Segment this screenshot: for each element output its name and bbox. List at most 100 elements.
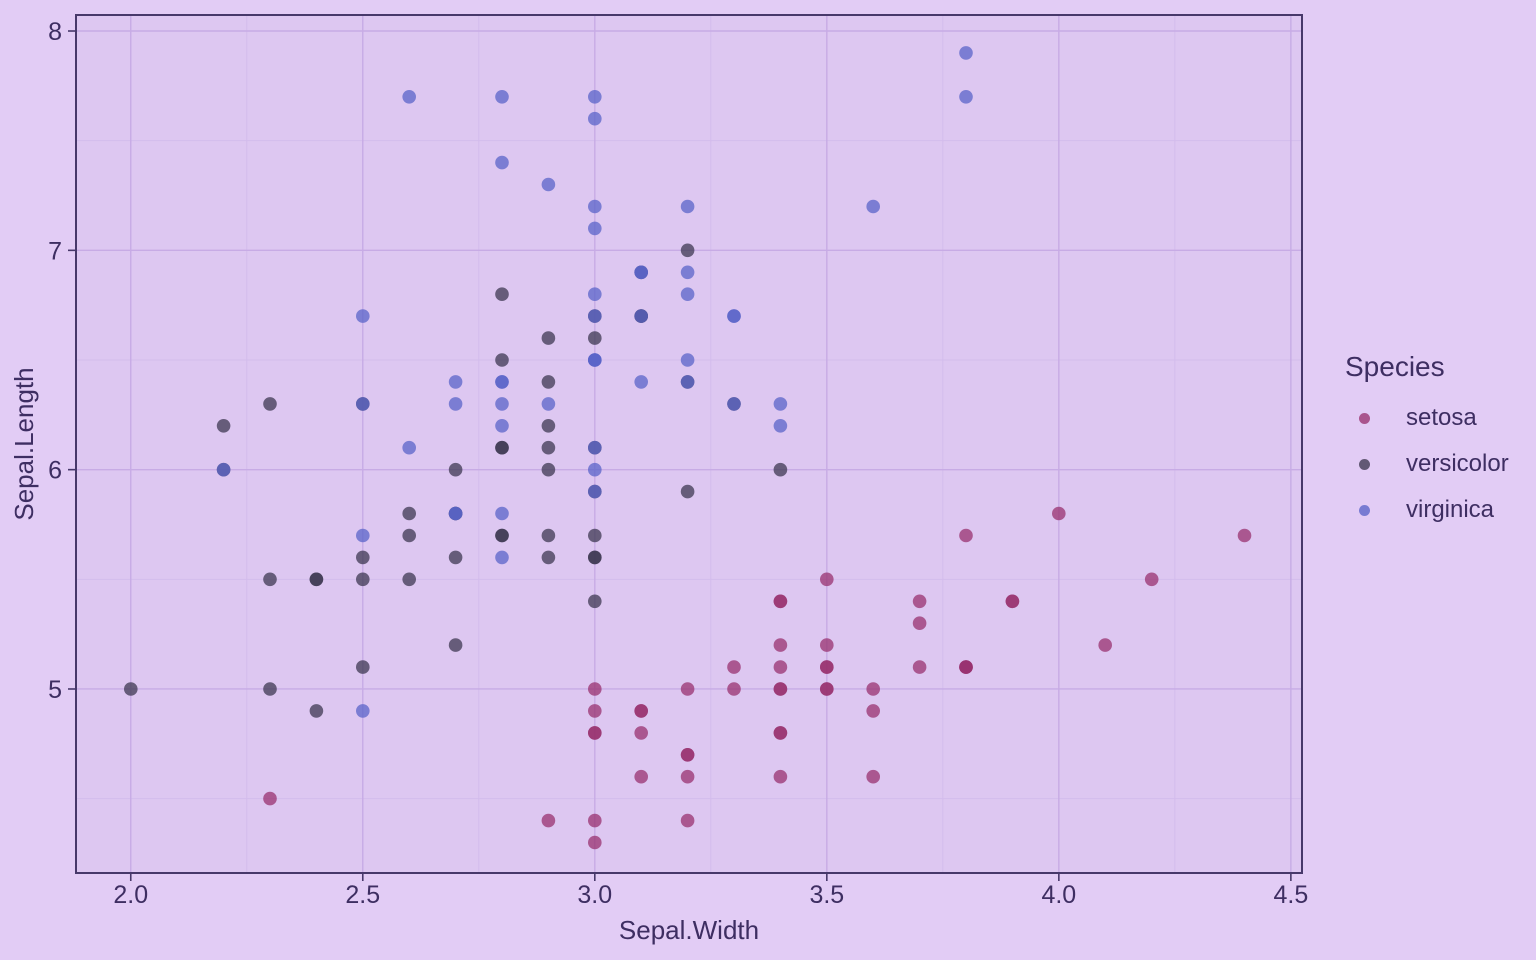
data-point-setosa [866, 769, 880, 784]
data-point-virginica [495, 90, 509, 104]
data-point-virginica [680, 353, 695, 367]
series-virginica [216, 46, 973, 718]
data-point-setosa [588, 726, 602, 740]
points-layer [124, 46, 1252, 850]
data-point-versicolor [495, 353, 509, 367]
data-point-setosa [820, 638, 834, 652]
data-point-versicolor [588, 594, 602, 609]
x-tick-label: 3.0 [577, 881, 612, 909]
data-point-virginica [680, 199, 695, 214]
data-point-virginica [495, 397, 509, 411]
data-point-setosa [588, 835, 602, 850]
data-point-virginica [588, 199, 602, 214]
y-tick-label: 5 [48, 676, 62, 704]
data-point-virginica [495, 375, 509, 389]
data-point-versicolor [402, 506, 417, 521]
data-point-versicolor [588, 550, 602, 565]
data-point-versicolor [680, 243, 695, 258]
data-point-virginica [680, 287, 695, 302]
data-point-virginica [216, 462, 231, 477]
data-point-versicolor [541, 440, 556, 455]
data-point-virginica [727, 309, 741, 323]
legend-item-setosa: setosa [1345, 395, 1509, 441]
data-point-virginica [356, 397, 370, 411]
data-point-versicolor [495, 440, 509, 455]
data-point-virginica [356, 309, 370, 323]
data-point-virginica [959, 46, 973, 60]
data-point-versicolor [541, 550, 556, 565]
data-point-versicolor [356, 572, 370, 587]
data-point-setosa [588, 704, 602, 718]
data-point-setosa [634, 704, 648, 718]
y-tick-label: 6 [48, 457, 62, 485]
legend-label-setosa: setosa [1406, 404, 1477, 431]
data-point-versicolor [309, 572, 324, 587]
data-point-versicolor [680, 484, 695, 499]
data-point-versicolor [263, 397, 277, 411]
plot-panel [76, 15, 1302, 873]
data-point-versicolor [263, 682, 277, 696]
data-point-virginica [495, 419, 509, 433]
legend-item-virginica: virginica [1345, 487, 1509, 533]
axes-layer: 2.0 2.5 3.0 3.5 4.0 4.5 5 6 7 8 [48, 14, 1308, 909]
data-point-virginica [634, 265, 648, 280]
data-point-setosa [541, 813, 556, 828]
data-point-setosa [820, 682, 834, 696]
panel-border [75, 14, 1303, 874]
x-axis-title: Sepal.Width [619, 915, 759, 945]
data-point-versicolor [356, 660, 370, 674]
data-point-virginica [541, 397, 556, 411]
data-point-setosa [1144, 572, 1159, 587]
data-point-versicolor [541, 331, 556, 345]
data-point-virginica [866, 199, 880, 214]
data-point-setosa [866, 704, 880, 718]
legend: Species setosa versicolor virginica [1345, 350, 1509, 533]
legend-title: Species [1345, 351, 1445, 382]
data-point-versicolor [124, 682, 138, 696]
data-point-setosa [912, 616, 927, 630]
y-axis-title: Sepal.Length [9, 367, 39, 520]
data-point-setosa [588, 813, 602, 828]
data-point-virginica [727, 397, 741, 411]
data-point-setosa [634, 769, 648, 784]
data-point-versicolor [541, 528, 556, 543]
legend-item-versicolor: versicolor [1345, 441, 1509, 487]
data-point-versicolor [495, 528, 509, 543]
data-point-virginica [773, 397, 788, 411]
data-point-versicolor [448, 550, 463, 565]
data-point-setosa [1005, 594, 1020, 609]
y-tick-label: 8 [48, 18, 62, 46]
data-point-virginica [495, 506, 509, 521]
grid-layer [76, 15, 1302, 873]
data-point-setosa [912, 594, 927, 609]
data-point-setosa [773, 726, 788, 740]
data-point-virginica [541, 177, 556, 192]
data-point-versicolor [309, 704, 324, 718]
data-point-virginica [448, 375, 463, 389]
data-point-setosa [680, 813, 695, 828]
data-point-versicolor [216, 419, 231, 433]
data-point-setosa [773, 594, 788, 609]
data-point-virginica [356, 528, 370, 543]
data-point-setosa [588, 682, 602, 696]
legend-key-dot-virginica [1359, 504, 1370, 516]
data-point-setosa [773, 638, 788, 652]
data-point-virginica [588, 484, 602, 499]
data-point-virginica [959, 90, 973, 104]
legend-label-virginica: virginica [1406, 496, 1495, 523]
legend-items: setosa versicolor virginica [1345, 395, 1509, 533]
x-tick-label: 4.5 [1273, 881, 1308, 909]
data-point-virginica [773, 419, 788, 433]
data-point-setosa [634, 726, 648, 740]
data-point-versicolor [448, 638, 463, 652]
data-point-versicolor [588, 528, 602, 543]
data-point-setosa [727, 660, 741, 674]
data-point-virginica [588, 221, 602, 236]
data-point-setosa [773, 660, 788, 674]
data-point-setosa [680, 769, 695, 784]
data-point-setosa [959, 528, 973, 543]
x-tick-label: 2.5 [345, 881, 380, 909]
data-point-setosa [1052, 506, 1066, 521]
